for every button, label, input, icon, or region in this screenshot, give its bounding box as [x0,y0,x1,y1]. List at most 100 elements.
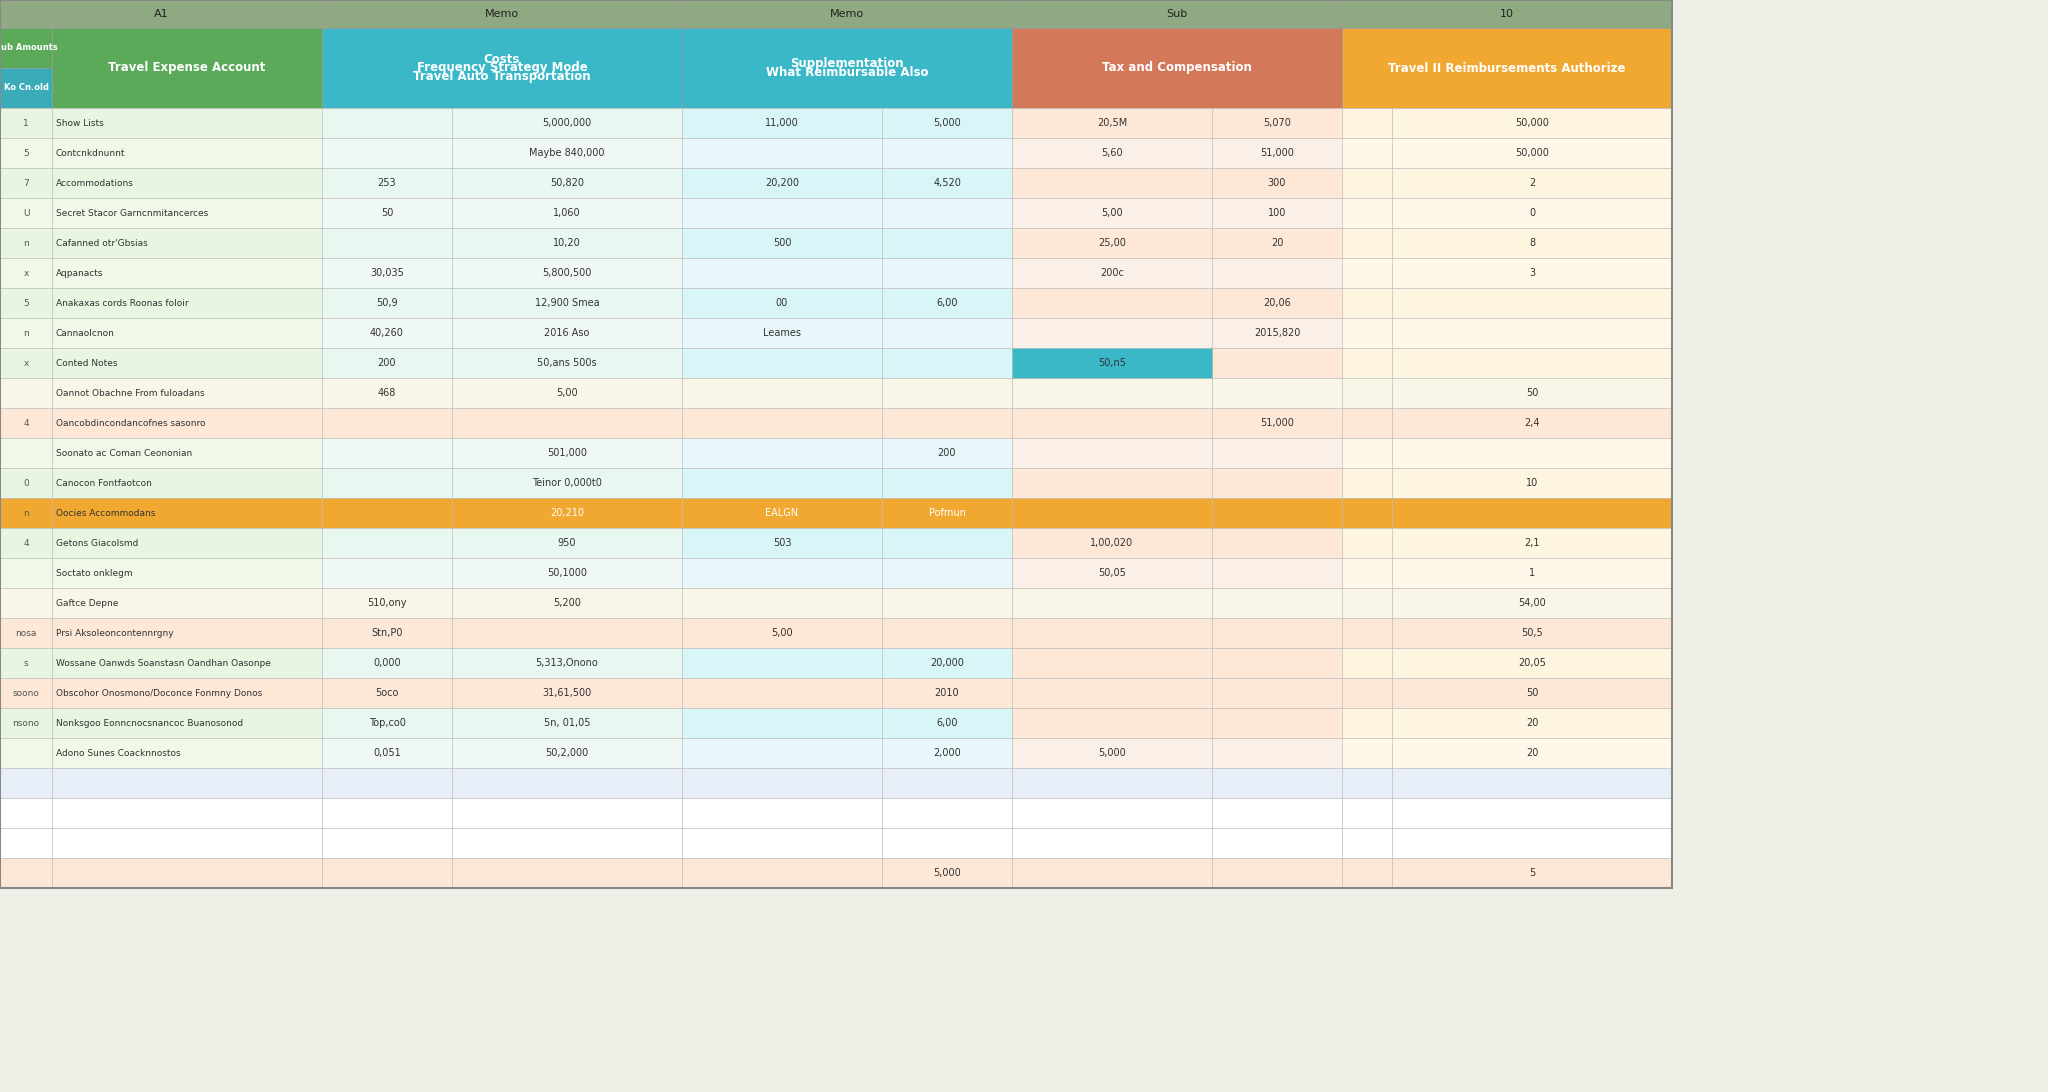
Bar [1212,738,1341,768]
Text: 100: 100 [1268,207,1286,218]
Text: Top,co0: Top,co0 [369,719,406,728]
Text: Conted Notes: Conted Notes [55,358,117,368]
Bar [1012,498,1212,529]
Bar [51,828,322,858]
Bar [322,378,453,408]
Bar [51,318,322,348]
Bar [0,168,51,198]
Text: 11,000: 11,000 [766,118,799,128]
Text: 12,900 Smea: 12,900 Smea [535,298,600,308]
Text: 200: 200 [377,358,395,368]
Bar [0,648,51,678]
Bar [1341,318,1393,348]
Bar [1212,108,1341,138]
Bar [1012,348,1212,378]
Bar [1212,288,1341,318]
Bar [322,828,453,858]
Bar [51,618,322,648]
Bar [0,678,51,708]
Bar [51,378,322,408]
Text: x: x [23,358,29,368]
Bar [1212,708,1341,738]
Bar [1341,858,1393,888]
Bar [453,798,682,828]
Bar [453,648,682,678]
Bar [682,438,883,468]
Bar [1212,438,1341,468]
Bar [1012,28,1341,108]
Bar [1393,288,1671,318]
Text: 1,00,020: 1,00,020 [1090,538,1133,548]
Text: 20,05: 20,05 [1518,658,1546,668]
Bar [682,198,883,228]
Bar [1341,138,1393,168]
Bar [682,529,883,558]
Text: soono: soono [12,688,39,698]
Bar [0,108,51,138]
Bar [1212,798,1341,828]
Text: 2,1: 2,1 [1524,538,1540,548]
Bar [682,738,883,768]
Text: 5,00: 5,00 [772,628,793,638]
Bar [51,498,322,529]
Bar [1212,618,1341,648]
Bar [1012,529,1212,558]
Bar [322,138,453,168]
Text: 4: 4 [23,538,29,547]
Bar [1012,168,1212,198]
Text: Sub: Sub [1167,9,1188,19]
Bar [1012,768,1212,798]
Text: Soctato onklegm: Soctato onklegm [55,569,133,578]
Text: 5,200: 5,200 [553,598,582,608]
Bar [1012,138,1212,168]
Bar [883,288,1012,318]
Bar [1341,587,1393,618]
Bar [682,138,883,168]
Bar [0,438,51,468]
Bar [682,678,883,708]
Text: 200c: 200c [1100,268,1124,278]
Text: n: n [23,509,29,518]
Bar [453,348,682,378]
Bar [883,498,1012,529]
Text: 2,000: 2,000 [934,748,961,758]
Bar [1393,587,1671,618]
Text: 503: 503 [772,538,791,548]
Text: 20: 20 [1526,748,1538,758]
Bar [682,587,883,618]
Bar [0,558,51,587]
Bar [1012,438,1212,468]
Bar [1012,228,1212,258]
Bar [453,708,682,738]
Text: 10,20: 10,20 [553,238,582,248]
Bar [1393,138,1671,168]
Bar [1012,798,1212,828]
Bar [51,288,322,318]
Bar [51,168,322,198]
Bar [0,0,322,28]
Bar [0,138,51,168]
Text: Costs: Costs [483,54,520,67]
Bar [1341,168,1393,198]
Text: 7: 7 [23,178,29,188]
Bar [453,108,682,138]
Bar [0,738,51,768]
Bar [322,558,453,587]
Bar [1012,0,1341,28]
Bar [1212,408,1341,438]
Text: 4: 4 [23,418,29,427]
Bar [1341,378,1393,408]
Bar [322,228,453,258]
Bar [322,468,453,498]
Bar [1393,438,1671,468]
Text: Secret Stacor Garncnmitancerces: Secret Stacor Garncnmitancerces [55,209,209,217]
Text: What Reimbursable Also: What Reimbursable Also [766,66,928,79]
Bar [883,468,1012,498]
Bar [322,168,453,198]
Bar [322,708,453,738]
Bar [1212,348,1341,378]
Text: 5,800,500: 5,800,500 [543,268,592,278]
Text: 510,ony: 510,ony [367,598,408,608]
Text: 500: 500 [772,238,791,248]
Bar [453,138,682,168]
